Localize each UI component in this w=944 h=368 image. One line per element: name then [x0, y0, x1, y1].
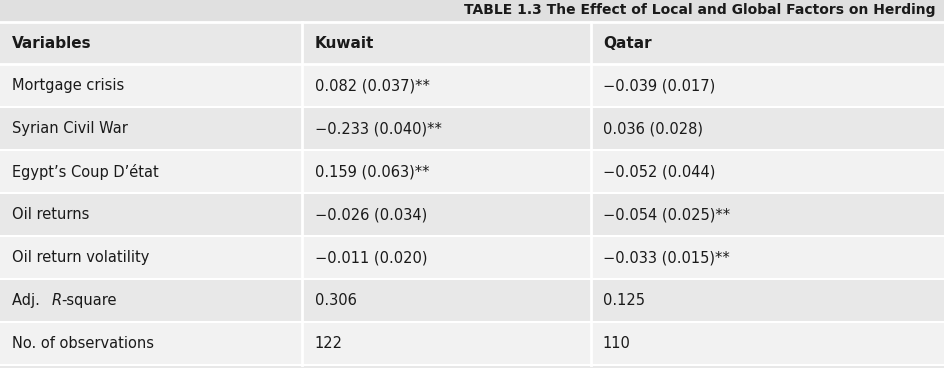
FancyBboxPatch shape: [0, 236, 944, 279]
Text: −0.039 (0.017): −0.039 (0.017): [602, 78, 715, 93]
Text: Kuwait: Kuwait: [314, 36, 374, 50]
Text: 0.082 (0.037)**: 0.082 (0.037)**: [314, 78, 430, 93]
Text: −0.026 (0.034): −0.026 (0.034): [314, 207, 427, 222]
FancyBboxPatch shape: [0, 64, 944, 107]
Text: −0.033 (0.015)**: −0.033 (0.015)**: [602, 250, 729, 265]
FancyBboxPatch shape: [0, 322, 944, 365]
Text: Mortgage crisis: Mortgage crisis: [12, 78, 125, 93]
Text: -square: -square: [61, 293, 117, 308]
Text: Oil return volatility: Oil return volatility: [12, 250, 149, 265]
FancyBboxPatch shape: [0, 0, 944, 22]
Text: 122: 122: [314, 336, 343, 351]
Text: R: R: [52, 293, 62, 308]
Text: 110: 110: [602, 336, 630, 351]
Text: 0.036 (0.028): 0.036 (0.028): [602, 121, 702, 136]
Text: No. of observations: No. of observations: [12, 336, 154, 351]
FancyBboxPatch shape: [0, 193, 944, 236]
Text: Egypt’s Coup D’état: Egypt’s Coup D’état: [12, 164, 159, 180]
FancyBboxPatch shape: [0, 107, 944, 150]
Text: −0.054 (0.025)**: −0.054 (0.025)**: [602, 207, 730, 222]
Text: Qatar: Qatar: [602, 36, 650, 50]
Text: Oil returns: Oil returns: [12, 207, 90, 222]
Text: 0.125: 0.125: [602, 293, 644, 308]
Text: −0.052 (0.044): −0.052 (0.044): [602, 164, 715, 179]
Text: Variables: Variables: [12, 36, 92, 50]
Text: 0.159 (0.063)**: 0.159 (0.063)**: [314, 164, 429, 179]
Text: TABLE 1.3 The Effect of Local and Global Factors on Herding: TABLE 1.3 The Effect of Local and Global…: [464, 3, 935, 17]
Text: −0.233 (0.040)**: −0.233 (0.040)**: [314, 121, 441, 136]
Text: Adj.: Adj.: [12, 293, 44, 308]
FancyBboxPatch shape: [0, 22, 944, 64]
Text: −0.011 (0.020): −0.011 (0.020): [314, 250, 427, 265]
FancyBboxPatch shape: [0, 150, 944, 193]
FancyBboxPatch shape: [0, 279, 944, 322]
Text: Syrian Civil War: Syrian Civil War: [12, 121, 128, 136]
Text: 0.306: 0.306: [314, 293, 356, 308]
